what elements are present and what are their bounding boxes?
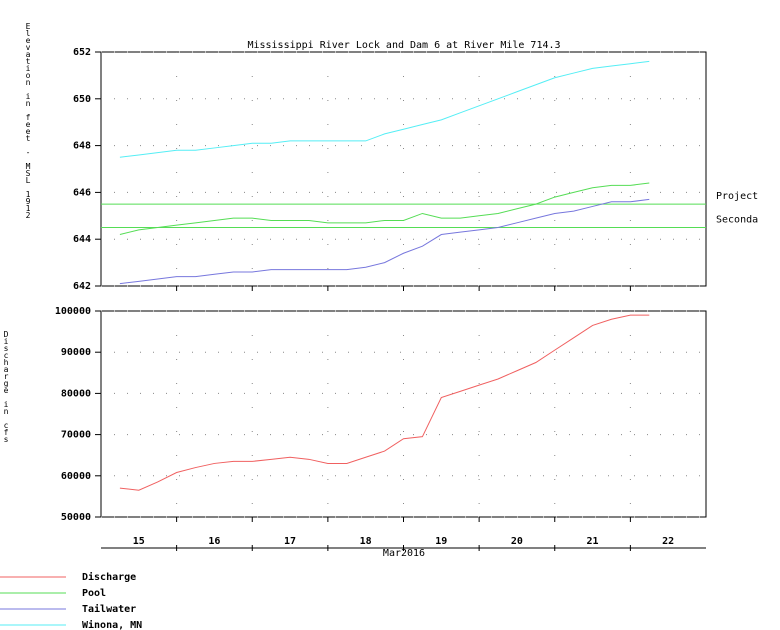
series-line bbox=[119, 182, 650, 236]
y-tick-label: 60000 bbox=[61, 471, 91, 482]
plot-frame bbox=[100, 310, 707, 518]
series-line bbox=[119, 198, 650, 285]
x-tick-label: 15 bbox=[133, 536, 145, 547]
y-tick-label: 50000 bbox=[61, 512, 91, 523]
series-line bbox=[119, 314, 650, 491]
x-tick-label: 21 bbox=[587, 536, 599, 547]
x-tick-label: 19 bbox=[435, 536, 447, 547]
y-axis-title: Elevation in feet - MSL 1912 bbox=[24, 22, 33, 218]
plot-frame bbox=[100, 51, 707, 287]
legend-label: Winona, MN bbox=[82, 619, 142, 630]
x-tick-label: 18 bbox=[360, 536, 372, 547]
x-tick-label: 16 bbox=[208, 536, 220, 547]
legend-label: Pool bbox=[82, 588, 106, 599]
legend-label: Discharge bbox=[82, 571, 136, 583]
y-tick-label: 80000 bbox=[61, 388, 91, 399]
y-tick-label: 70000 bbox=[61, 430, 91, 441]
y-tick-label: 648 bbox=[73, 141, 91, 152]
x-tick-label: 22 bbox=[662, 536, 674, 547]
y-tick-label: 652 bbox=[73, 47, 91, 58]
x-axis-title: Mar2016 bbox=[383, 548, 425, 559]
y-tick-label: 100000 bbox=[55, 306, 91, 317]
y-tick-label: 646 bbox=[73, 187, 91, 198]
x-tick-label: 17 bbox=[284, 536, 296, 547]
reference-label: Seconda bbox=[716, 215, 758, 226]
y-tick-label: 644 bbox=[73, 234, 91, 245]
reference-label: Project bbox=[716, 191, 758, 202]
y-tick-label: 650 bbox=[73, 94, 91, 105]
series-line bbox=[119, 60, 650, 158]
y-tick-label: 90000 bbox=[61, 347, 91, 358]
x-tick-label: 20 bbox=[511, 536, 523, 547]
chart-title: Mississippi River Lock and Dam 6 at Rive… bbox=[247, 40, 560, 51]
y-tick-label: 642 bbox=[73, 281, 91, 292]
legend-label: Tailwater bbox=[82, 603, 136, 615]
y-axis-title: Discharge in cfs bbox=[2, 330, 11, 442]
